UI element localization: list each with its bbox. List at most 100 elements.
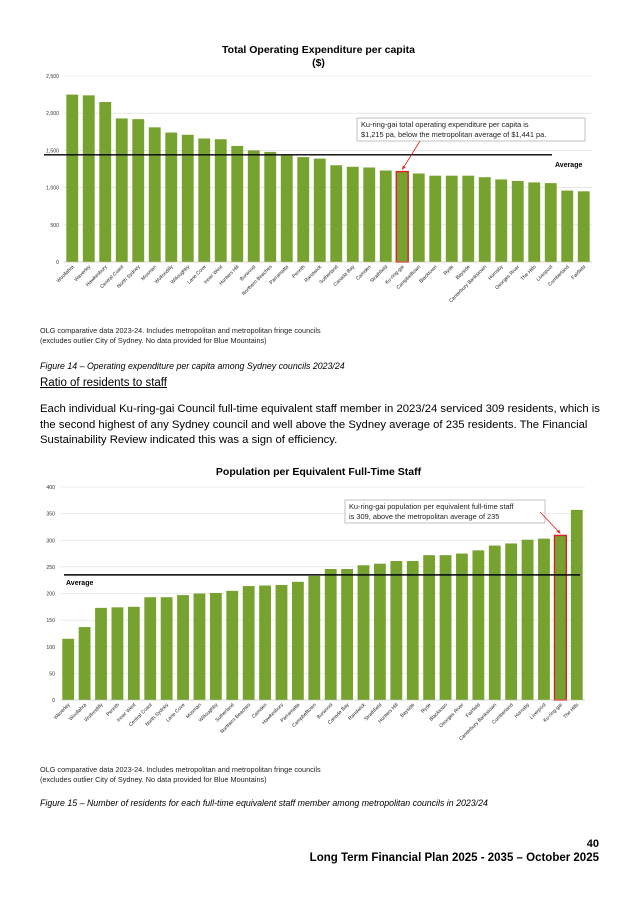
- annotation-arrowhead: [556, 529, 561, 534]
- bar: [439, 555, 452, 700]
- bar: [62, 638, 75, 700]
- bar: [308, 575, 321, 700]
- bar: [99, 102, 112, 262]
- bar: [495, 179, 508, 262]
- bar: [412, 173, 425, 262]
- y-tick-label: 50: [49, 671, 55, 677]
- bar: [330, 165, 343, 262]
- y-tick-label: 2,500: [46, 74, 59, 80]
- chart1-note: OLG comparative data 2023-24. Includes m…: [40, 326, 321, 345]
- annotation-line1: Ku-ring-gai population per equivalent fu…: [349, 502, 515, 511]
- bar: [127, 606, 140, 700]
- bar: [577, 191, 590, 262]
- page-number: 40: [586, 838, 599, 850]
- bar: [247, 150, 260, 262]
- y-tick-label: 1,500: [46, 148, 59, 154]
- bar: [165, 132, 178, 262]
- chart1-title: Total Operating Expenditure per capita (…: [0, 44, 637, 70]
- bar-highlight: [553, 534, 567, 701]
- bar: [291, 581, 304, 700]
- bar: [214, 139, 227, 262]
- bar: [429, 175, 442, 262]
- bar: [379, 170, 392, 262]
- figure15-caption: Figure 15 – Number of residents for each…: [40, 798, 488, 808]
- figure14-caption: Figure 14 – Operating expenditure per ca…: [40, 361, 345, 371]
- bar: [209, 592, 222, 700]
- bar: [538, 538, 550, 700]
- bar: [341, 569, 354, 700]
- bar: [78, 627, 91, 700]
- chart2-note-line2: (excludes outlier City of Sydney. No dat…: [40, 774, 267, 784]
- bar: [472, 550, 485, 700]
- footer-title: Long Term Financial Plan 2025 - 2035 – O…: [309, 852, 599, 864]
- bar: [160, 597, 173, 700]
- annotation-arrowhead: [402, 165, 406, 170]
- opex-per-capita-chart: 05001,0001,5002,0002,500WoollahraWaverle…: [44, 74, 592, 304]
- y-tick-label: 2,000: [46, 111, 59, 117]
- x-category-label: Northern Beaches: [219, 702, 252, 735]
- bar: [511, 180, 524, 262]
- bar: [561, 190, 574, 262]
- bar: [505, 543, 518, 700]
- bar: [324, 569, 337, 700]
- bar: [521, 539, 534, 700]
- body-paragraph: Each individual Ku-ring-gai Council full…: [40, 403, 600, 446]
- chart1-title-line1: Total Operating Expenditure per capita: [222, 44, 415, 56]
- bar: [374, 563, 386, 700]
- bar: [231, 145, 244, 262]
- bar: [297, 157, 310, 262]
- bar: [66, 94, 79, 262]
- chart2-note-line1: OLG comparative data 2023-24. Includes m…: [40, 765, 321, 774]
- chart1-note-line2: (excludes outlier City of Sydney. No dat…: [40, 335, 267, 345]
- y-tick-label: 1,000: [46, 186, 59, 192]
- annotation-box: [356, 117, 586, 142]
- y-tick-label: 150: [46, 618, 55, 624]
- y-tick-label: 300: [46, 538, 55, 544]
- bar: [264, 151, 277, 262]
- bar: [528, 182, 541, 262]
- bar: [242, 586, 255, 700]
- bar: [445, 175, 458, 262]
- bar: [226, 590, 239, 700]
- average-label: Average: [555, 162, 582, 169]
- chart2-title: Population per Equivalent Full-Time Staf…: [0, 466, 637, 479]
- chart1-title-line2: ($): [312, 57, 325, 69]
- bar: [346, 166, 359, 262]
- chart1-note-line1: OLG comparative data 2023-24. Includes m…: [40, 326, 321, 335]
- bar: [115, 118, 128, 263]
- bar: [193, 593, 206, 700]
- bar: [456, 553, 468, 700]
- y-tick-label: 0: [56, 260, 59, 266]
- bar: [132, 119, 145, 262]
- bar: [280, 155, 293, 262]
- chart2-title-line1: Population per Equivalent Full-Time Staf…: [215, 466, 422, 478]
- annotation-line2: is 309, above the metropolitan average o…: [349, 512, 499, 521]
- x-category-label: Ryde: [420, 702, 433, 715]
- x-category-label: Bayside: [399, 702, 416, 719]
- annotation-box: [344, 499, 546, 524]
- bar: [111, 607, 124, 700]
- bar: [357, 565, 370, 700]
- bar: [313, 158, 326, 262]
- bar: [177, 595, 189, 700]
- bar: [544, 183, 557, 262]
- bar: [423, 555, 436, 700]
- section-heading: Ratio of residents to staff: [40, 377, 167, 389]
- annotation-line2: $1,215 pa, below the metropolitan averag…: [361, 130, 546, 139]
- bar: [181, 134, 194, 262]
- bar: [570, 509, 583, 700]
- y-tick-label: 500: [50, 223, 59, 229]
- bar: [144, 597, 157, 700]
- bar: [462, 175, 475, 262]
- average-label: Average: [66, 580, 93, 587]
- bar: [478, 177, 491, 262]
- y-tick-label: 350: [46, 512, 55, 518]
- bar: [82, 95, 95, 263]
- bar: [95, 607, 107, 700]
- y-tick-label: 100: [46, 645, 55, 651]
- x-category-label: The Hills: [562, 702, 580, 720]
- y-tick-label: 0: [52, 698, 55, 704]
- chart2-note: OLG comparative data 2023-24. Includes m…: [40, 765, 321, 784]
- bar: [488, 545, 501, 700]
- bar: [275, 584, 288, 700]
